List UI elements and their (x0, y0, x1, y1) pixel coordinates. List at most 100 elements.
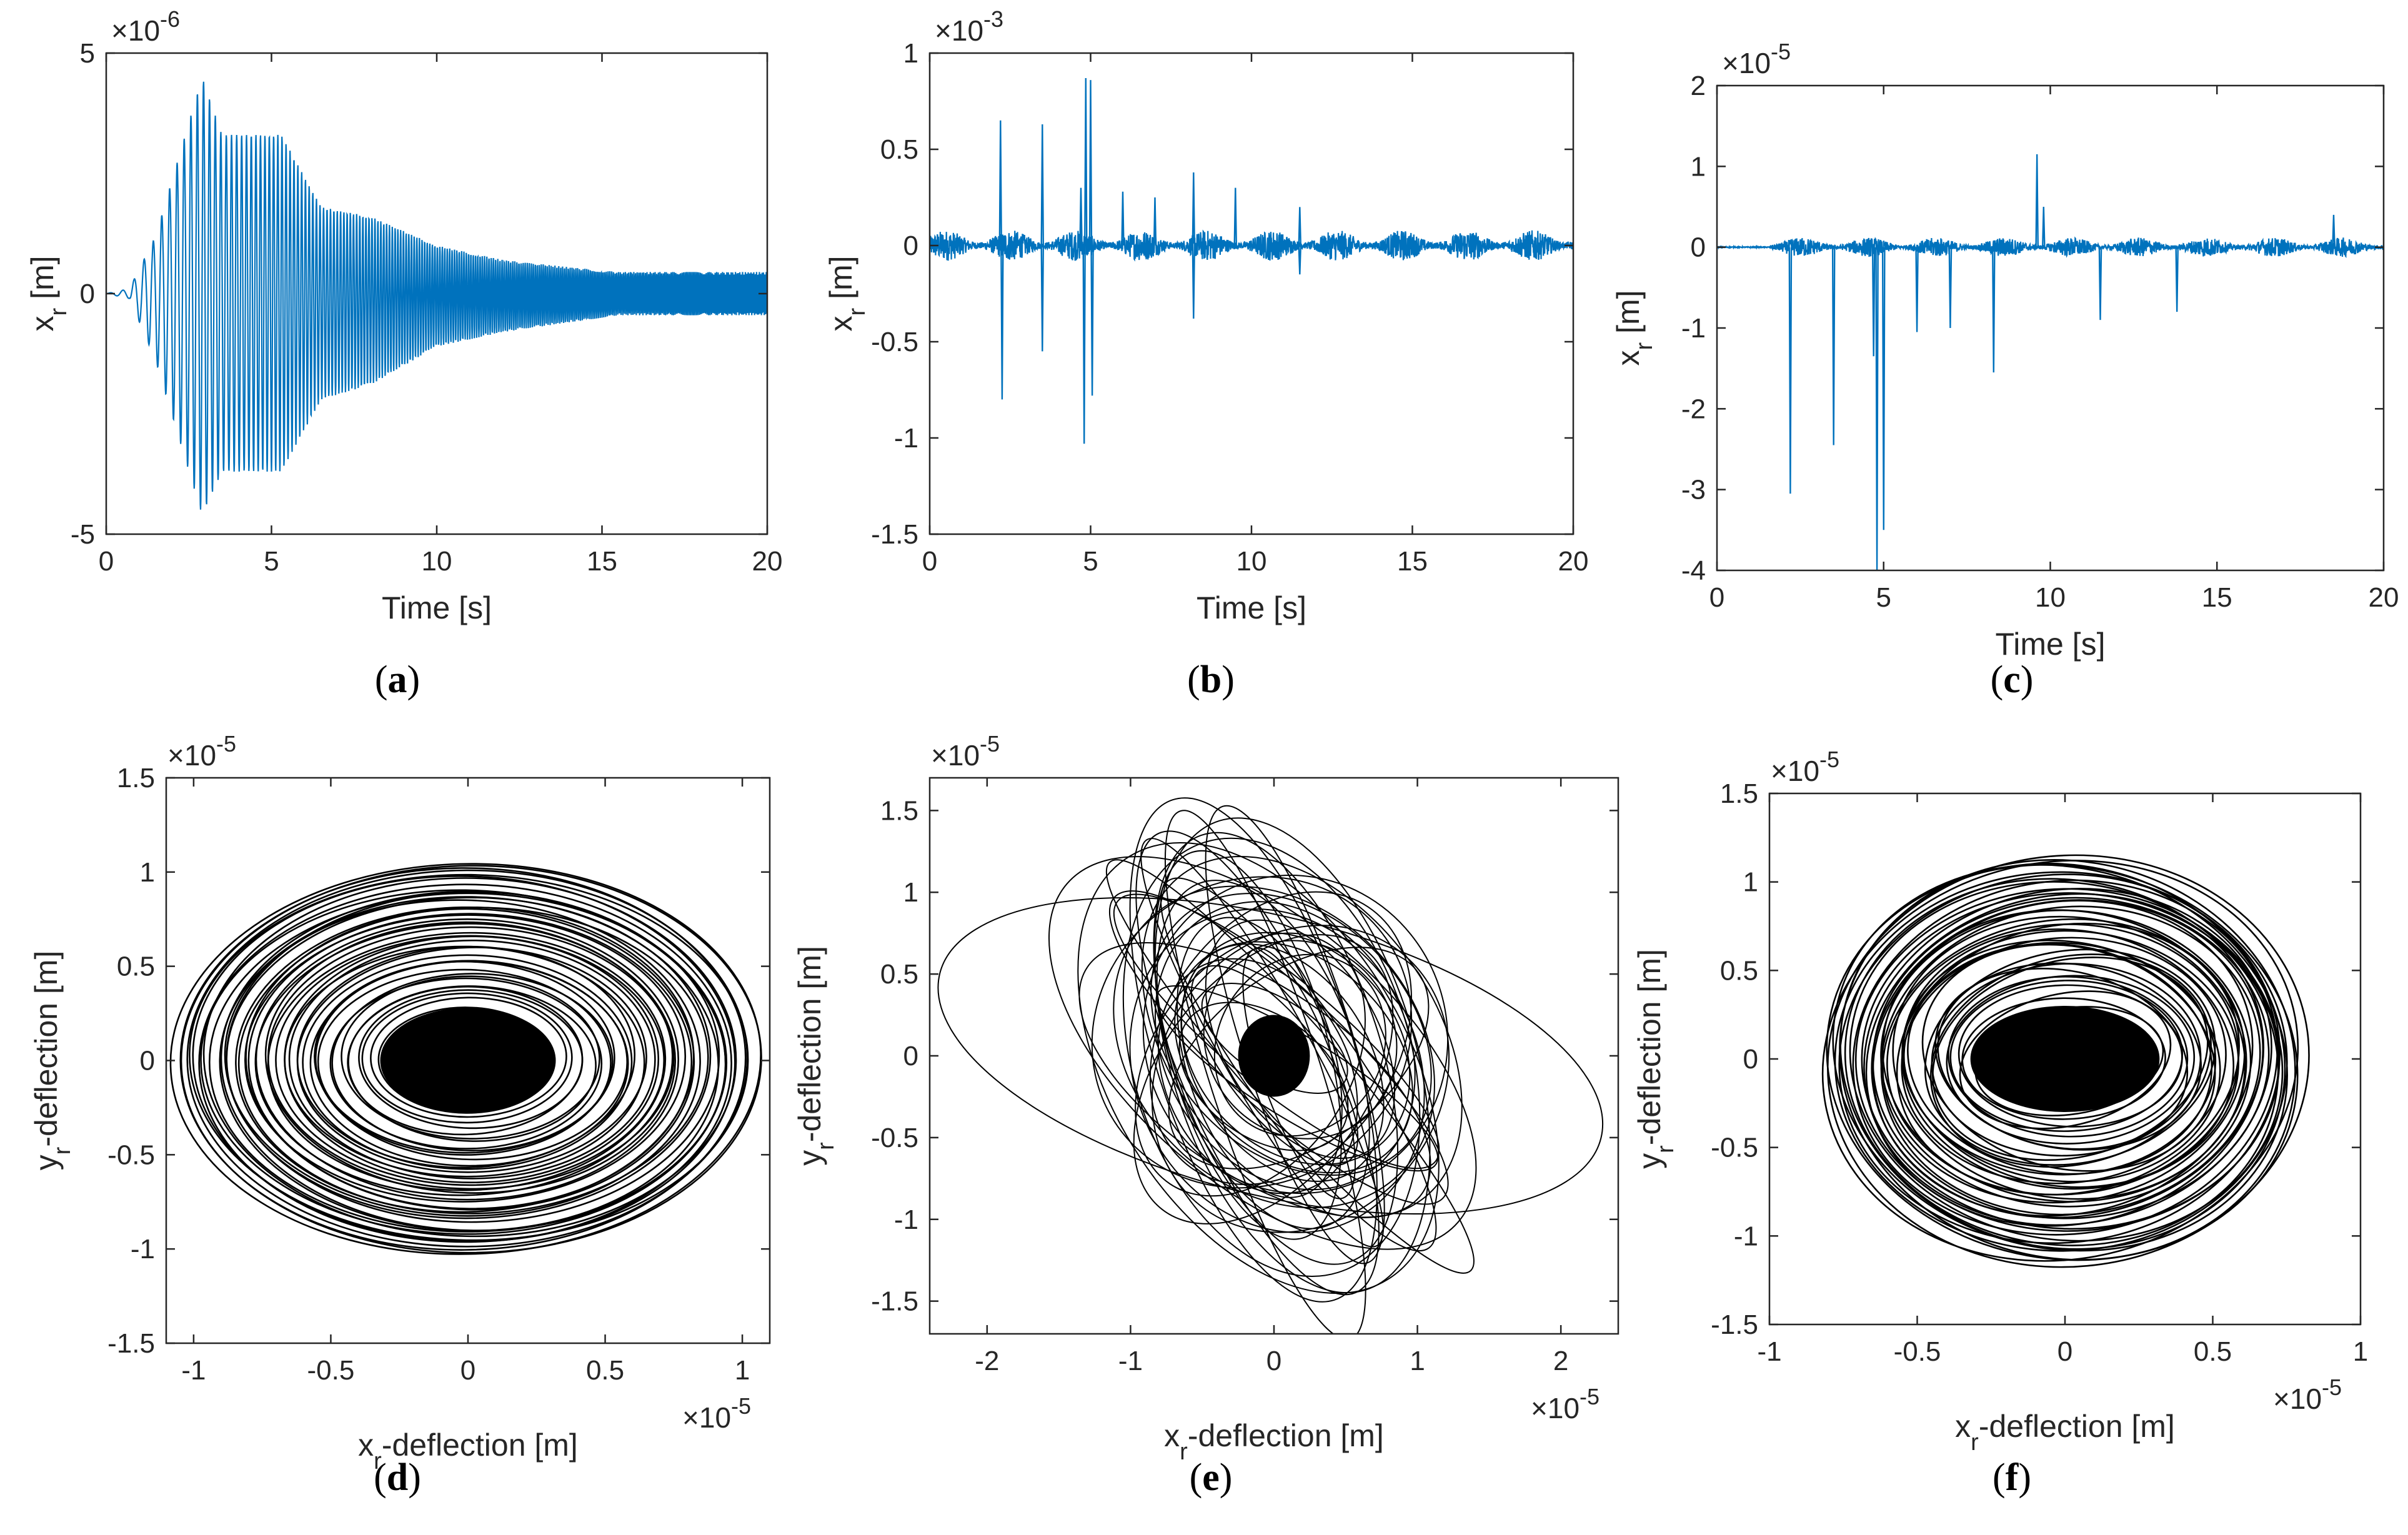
x-tick-label: 20 (1558, 546, 1589, 577)
x-tick-label: 5 (1083, 546, 1098, 577)
orbit-loop (1164, 810, 1366, 1334)
orbit-core (1238, 1015, 1310, 1097)
spike-0 (998, 120, 1002, 246)
x-tick-label: 10 (1236, 546, 1267, 577)
series-c (1717, 154, 2384, 570)
x-tick-label: 0 (99, 546, 114, 577)
spike-3 (1875, 247, 1879, 570)
y-tick-label: 1.5 (880, 795, 918, 826)
y-axis-label: xr [m] (823, 256, 870, 332)
orbit-ring (309, 960, 629, 1167)
spike-11 (1192, 172, 1195, 246)
y-tick-label: 0 (140, 1046, 155, 1076)
y-axis-label: yr-deflection [m] (1632, 949, 1679, 1169)
y-tick-label: 5 (80, 38, 95, 69)
x-axis-label: xr-deflection [m] (1164, 1418, 1384, 1465)
y-exponent-label: ×10-3 (935, 6, 1003, 47)
orbit-loop (1177, 917, 1343, 1198)
series-line (106, 81, 767, 510)
y-tick-label: 0 (1691, 232, 1706, 263)
orbit-ring (1839, 859, 2296, 1261)
spike-12 (1192, 245, 1195, 319)
orbit-ring (186, 869, 749, 1248)
orbit-ring (200, 889, 727, 1235)
x-tick-label: -1 (1118, 1346, 1143, 1376)
chart-panel-c: 0 5 10 15 20 -4 -3 -2 -1 0 1 2 ×10-5 Time [s] xr [m] (c… (1611, 39, 2399, 701)
x-tick-label: 0 (1266, 1346, 1281, 1376)
chart-panel-b: 0 5 10 15 20 -1.5 -1 -0.5 0 0.5 1 ×10-3 Time [s] xr [… (823, 6, 1588, 701)
spike-7 (1992, 247, 1996, 373)
y-tick-label: 1.5 (117, 763, 155, 793)
orbit-ring (1924, 948, 2216, 1166)
y-tick-label: -1 (131, 1234, 155, 1264)
y-tick-label: -0.5 (1711, 1133, 1758, 1163)
x-axis-label: Time [s] (1197, 590, 1306, 625)
spike-10 (1153, 197, 1157, 246)
x-tick-label: -2 (975, 1346, 999, 1376)
orbit-ring (192, 875, 736, 1243)
orbit-ring (224, 899, 701, 1217)
y-tick-label: 0.5 (880, 959, 918, 990)
orbit-ring (1838, 873, 2281, 1244)
orbit-ring (202, 877, 737, 1238)
orbit-ring (255, 918, 679, 1201)
orbit-loop (1205, 919, 1396, 1159)
orbit-loop (1077, 842, 1440, 1294)
orbit-ring (1946, 975, 2196, 1145)
orbit-loop (1135, 932, 1366, 1197)
y-tick-label: -1 (1681, 313, 1706, 344)
orbit-ring (1901, 936, 2227, 1185)
x-axis-label: xr-deflection [m] (358, 1428, 578, 1474)
y-tick-label: -1 (894, 1205, 918, 1235)
series-e (937, 797, 1604, 1334)
y-tick-label: 1 (1743, 867, 1758, 898)
orbit-loop (1150, 893, 1432, 1176)
spike-13 (1233, 187, 1237, 246)
orbit-ring (1921, 943, 2216, 1172)
spike-14 (1298, 207, 1301, 246)
orbit-ring (1863, 888, 2272, 1226)
orbit-loop (1180, 943, 1385, 1182)
y-axis-label: xr [m] (1611, 291, 1658, 366)
spike-2 (1871, 247, 1876, 357)
orbit-ring (1896, 922, 2240, 1196)
orbit-ring (244, 914, 687, 1203)
chart-panel-f: -1 -0.5 0 0.5 1-1.5-1-0.500.511.5×10-5×10-5x… (1632, 747, 2368, 1499)
orbit-ring (169, 863, 762, 1255)
spike-12 (2332, 214, 2336, 247)
y-tick-label: 1 (140, 857, 155, 888)
orbit-ring (1932, 956, 2209, 1161)
chart-panel-e: -2 -1 0 1 2 -1.5 -1 -0.5 0 0.5 1 1.5 ×10-5 ×10-5 xr-de… (792, 731, 1619, 1499)
orbit-ring (1907, 943, 2213, 1175)
spike-0 (1788, 247, 1793, 494)
spike-5 (1082, 245, 1086, 444)
plot-area (930, 53, 1573, 534)
x-exponent-label: ×10-5 (682, 1393, 751, 1434)
orbit-ring (1892, 915, 2246, 1200)
spike-15 (1298, 245, 1301, 275)
x-tick-label: -0.5 (307, 1355, 355, 1386)
y-tick-label: -5 (71, 519, 95, 550)
spike-2 (1040, 124, 1044, 246)
series-d (169, 863, 762, 1255)
x-tick-label: 0 (1709, 582, 1724, 613)
y-tick-label: -1 (1734, 1221, 1758, 1251)
series-b (930, 77, 1573, 444)
orbit-ring (1826, 863, 2299, 1261)
orbit-loop (1091, 876, 1413, 1189)
y-tick-label: 0.5 (117, 951, 155, 982)
x-axis-label: xr-deflection [m] (1955, 1409, 2175, 1456)
orbit-ring (1821, 860, 2299, 1262)
x-tick-label: 10 (2035, 582, 2066, 613)
orbit-loop (1048, 856, 1477, 1250)
y-tick-label: 0 (80, 279, 95, 309)
orbit-ring (361, 992, 573, 1124)
y-tick-label: -0.5 (871, 327, 918, 357)
orbit-core (380, 1008, 556, 1113)
orbit-loop (1149, 891, 1412, 1185)
orbit-loop (1213, 953, 1386, 1137)
panel-caption: (d) (374, 1456, 421, 1499)
x-axis-label: Time [s] (382, 590, 492, 625)
orbit-ring (329, 977, 603, 1150)
y-tick-label: -4 (1681, 555, 1706, 586)
